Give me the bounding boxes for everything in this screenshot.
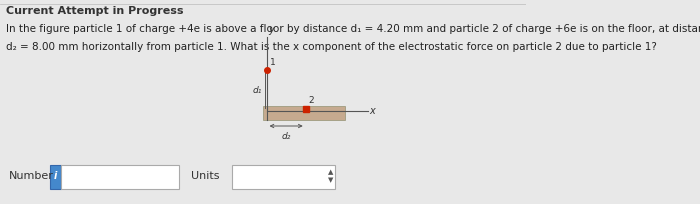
FancyBboxPatch shape <box>50 165 61 189</box>
Text: Units: Units <box>192 171 220 181</box>
Text: ▼: ▼ <box>328 177 333 183</box>
Text: d₁: d₁ <box>252 86 262 95</box>
Text: ▲: ▲ <box>328 169 333 175</box>
Text: y: y <box>268 25 274 35</box>
Text: In the figure particle 1 of charge +4e is above a floor by distance d₁ = 4.20 mm: In the figure particle 1 of charge +4e i… <box>6 24 700 34</box>
Text: 2: 2 <box>308 96 314 105</box>
Text: x: x <box>370 106 375 116</box>
Text: 1: 1 <box>270 58 275 67</box>
Text: d₂ = 8.00 mm horizontally from particle 1. What is the x component of the electr: d₂ = 8.00 mm horizontally from particle … <box>6 42 657 52</box>
FancyBboxPatch shape <box>262 106 345 120</box>
Text: d₂: d₂ <box>281 132 290 141</box>
FancyBboxPatch shape <box>232 165 335 189</box>
FancyBboxPatch shape <box>61 165 178 189</box>
Text: Number: Number <box>9 171 54 181</box>
Text: Current Attempt in Progress: Current Attempt in Progress <box>6 6 183 16</box>
Text: i: i <box>54 171 57 181</box>
